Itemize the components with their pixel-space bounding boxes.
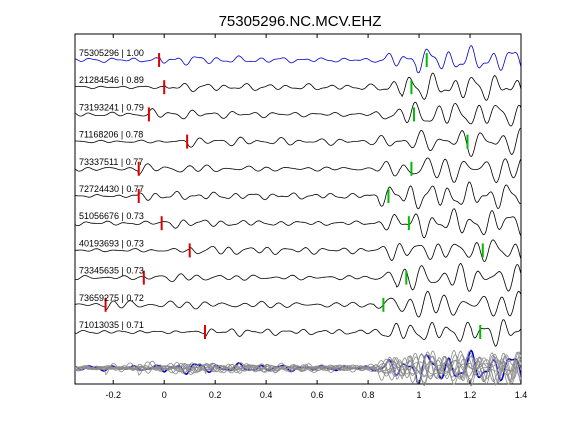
trace-line-9 <box>74 290 522 318</box>
trace-line-10 <box>75 319 522 347</box>
trace-line-5 <box>75 181 522 210</box>
trace-label-5: 72724430 | 0.77 <box>79 184 144 194</box>
trace-line-0 <box>74 44 522 74</box>
trace-label-6: 51056676 | 0.73 <box>79 211 144 221</box>
trace-line-8 <box>74 262 522 292</box>
trace-label-3: 71168206 | 0.78 <box>79 130 143 140</box>
trace-label-1: 21284546 | 0.89 <box>79 75 144 85</box>
trace-label-0: 75305296 | 1.00 <box>79 48 144 58</box>
x-tick-label-2: 0.2 <box>209 390 222 400</box>
x-tick-label-5: 0.8 <box>362 390 375 400</box>
plot-frame <box>74 33 522 385</box>
x-tick-label-6: 1 <box>417 390 422 400</box>
x-tick-label-3: 0.4 <box>260 390 273 400</box>
chart-title: 75305296.NC.MCV.EHZ <box>219 13 382 30</box>
trace-line-7 <box>74 239 522 262</box>
x-tick-label-7: 1.2 <box>464 390 477 400</box>
trace-line-3 <box>75 127 522 158</box>
stack-trace-10 <box>75 352 522 386</box>
x-tick-label-1: 0 <box>162 390 167 400</box>
picks-group <box>104 53 484 339</box>
trace-line-4 <box>74 157 522 183</box>
stack-overlay <box>74 349 522 387</box>
trace-label-4: 73337511 | 0.77 <box>79 157 143 167</box>
trace-line-1 <box>74 72 522 101</box>
trace-label-2: 73193241 | 0.79 <box>79 102 144 112</box>
trace-label-9: 73659275 | 0.72 <box>79 293 144 303</box>
x-tick-label-8: 1.4 <box>515 390 528 400</box>
stack-trace-9 <box>74 351 522 384</box>
x-tick-label-4: 0.6 <box>311 390 324 400</box>
trace-label-8: 73345635 | 0.73 <box>79 266 144 276</box>
trace-label-7: 40193693 | 0.73 <box>79 238 144 248</box>
trace-label-10: 71013035 | 0.71 <box>79 320 144 330</box>
traces-group <box>74 44 522 347</box>
trace-labels: 75305296 | 1.00 21284546 | 0.89 73193241 |… <box>79 48 144 330</box>
x-axis: -0.2 0 0.2 0.4 0.6 0.8 1 1.2 1.4 <box>105 34 527 400</box>
x-tick-label-0: -0.2 <box>105 390 121 400</box>
trace-line-6 <box>74 208 522 239</box>
